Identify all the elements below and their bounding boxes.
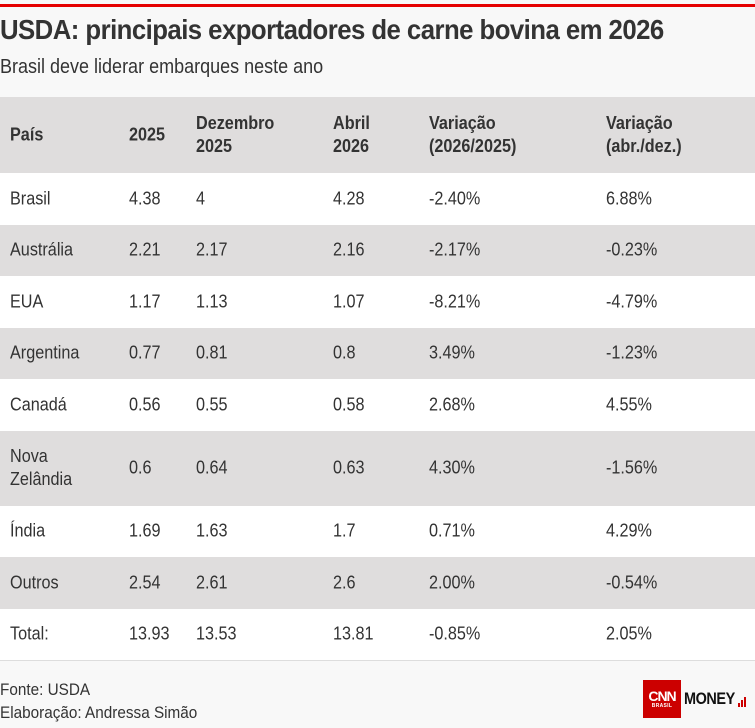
column-header-variation-year: Variação (2026/2025): [429, 113, 517, 156]
table-total-row: Total: 13.93 13.53 13.81 -0.85% 2.05%: [0, 608, 755, 661]
value-dec-2025-cell: 0.55: [196, 394, 228, 415]
table-header-row: País 2025 Dezembro 2025 Abril 2026 Varia…: [0, 97, 755, 173]
value-2025-cell: 1.69: [129, 520, 161, 541]
value-2025-cell: 2.21: [129, 239, 161, 260]
value-dec-2025-cell: 1.63: [196, 520, 228, 541]
variation-year-cell: -8.21%: [429, 291, 481, 312]
country-cell: Argentina: [10, 342, 80, 363]
table-row: Austrália 2.21 2.17 2.16 -2.17% -0.23%: [0, 224, 755, 276]
column-header-country: País: [10, 124, 44, 145]
variation-year-cell: 3.49%: [429, 342, 475, 363]
variation-month-cell: 4.55%: [606, 394, 652, 415]
variation-month-cell: -1.23%: [606, 342, 658, 363]
cnn-brasil-logo: CNN BRASIL: [643, 680, 681, 718]
value-apr-2026-cell: 13.81: [333, 623, 374, 644]
cnn-logo-text: CNN: [648, 688, 676, 704]
page-title: USDA: principais exportadores de carne b…: [0, 14, 664, 45]
table-row: Outros 2.54 2.61 2.6 2.00% -0.54%: [0, 557, 755, 609]
value-dec-2025-cell: 0.81: [196, 342, 228, 363]
cnn-logo-subtext: BRASIL: [651, 703, 673, 709]
author-text: Elaboração: Andressa Simão: [0, 703, 198, 722]
value-apr-2026-cell: 2.16: [333, 239, 365, 260]
value-2025-cell: 0.77: [129, 342, 161, 363]
value-apr-2026-cell: 0.58: [333, 394, 365, 415]
variation-year-cell: 2.00%: [429, 572, 475, 593]
value-2025-cell: 13.93: [129, 623, 170, 644]
variation-month-cell: -1.56%: [606, 457, 658, 478]
column-header-dec-2025: Dezembro 2025: [196, 113, 275, 156]
money-logo-text: MONEY: [684, 689, 735, 708]
country-cell: EUA: [10, 291, 44, 312]
value-dec-2025-cell: 13.53: [196, 623, 237, 644]
table-row: Nova Zelândia 0.6 0.64 0.63 4.30% -1.56%: [0, 430, 755, 506]
variation-month-cell: -0.54%: [606, 572, 658, 593]
bar-chart-icon: [737, 695, 746, 707]
footer-credits: Fonte: USDA Elaboração: Andressa Simão: [0, 678, 197, 724]
column-header-2025: 2025: [129, 124, 166, 145]
source-text: Fonte: USDA: [0, 680, 91, 699]
value-dec-2025-cell: 2.17: [196, 239, 228, 260]
table-row: Brasil 4.38 4 4.28 -2.40% 6.88%: [0, 173, 755, 225]
variation-year-cell: 2.68%: [429, 394, 475, 415]
country-cell: Brasil: [10, 188, 51, 209]
exporters-table: País 2025 Dezembro 2025 Abril 2026 Varia…: [0, 97, 755, 661]
value-apr-2026-cell: 4.28: [333, 188, 365, 209]
country-cell: Índia: [10, 520, 46, 541]
table-row: Índia 1.69 1.63 1.7 0.71% 4.29%: [0, 505, 755, 557]
value-dec-2025-cell: 1.13: [196, 291, 228, 312]
column-header-apr-2026: Abril 2026: [333, 113, 370, 156]
table-row: Argentina 0.77 0.81 0.8 3.49% -1.23%: [0, 327, 755, 379]
page-subtitle: Brasil deve liderar embarques neste ano: [0, 56, 324, 78]
value-apr-2026-cell: 1.07: [333, 291, 365, 312]
accent-bar: [0, 4, 755, 7]
variation-year-cell: 4.30%: [429, 457, 475, 478]
variation-month-cell: 4.29%: [606, 520, 652, 541]
value-2025-cell: 2.54: [129, 572, 161, 593]
value-apr-2026-cell: 1.7: [333, 520, 356, 541]
variation-year-cell: 0.71%: [429, 520, 475, 541]
value-2025-cell: 0.6: [129, 457, 152, 478]
variation-year-cell: -2.17%: [429, 239, 481, 260]
cnn-money-logo: CNN BRASIL MONEY: [643, 680, 746, 718]
variation-month-cell: -4.79%: [606, 291, 658, 312]
variation-month-cell: 6.88%: [606, 188, 652, 209]
variation-month-cell: -0.23%: [606, 239, 658, 260]
value-2025-cell: 1.17: [129, 291, 161, 312]
total-label-cell: Total:: [10, 623, 49, 644]
country-cell: Canadá: [10, 394, 67, 415]
table-row: EUA 1.17 1.13 1.07 -8.21% -4.79%: [0, 276, 755, 328]
value-dec-2025-cell: 0.64: [196, 457, 228, 478]
country-cell: Austrália: [10, 239, 74, 260]
value-apr-2026-cell: 2.6: [333, 572, 356, 593]
country-cell: Outros: [10, 572, 59, 593]
value-apr-2026-cell: 0.8: [333, 342, 356, 363]
value-dec-2025-cell: 4: [196, 188, 206, 209]
column-header-variation-month: Variação (abr./dez.): [606, 113, 682, 156]
value-dec-2025-cell: 2.61: [196, 572, 228, 593]
value-2025-cell: 4.38: [129, 188, 161, 209]
variation-month-cell: 2.05%: [606, 623, 652, 644]
variation-year-cell: -0.85%: [429, 623, 481, 644]
value-2025-cell: 0.56: [129, 394, 161, 415]
variation-year-cell: -2.40%: [429, 188, 481, 209]
country-cell: Nova Zelândia: [10, 446, 73, 489]
table-row: Canadá 0.56 0.55 0.58 2.68% 4.55%: [0, 379, 755, 431]
value-apr-2026-cell: 0.63: [333, 457, 365, 478]
